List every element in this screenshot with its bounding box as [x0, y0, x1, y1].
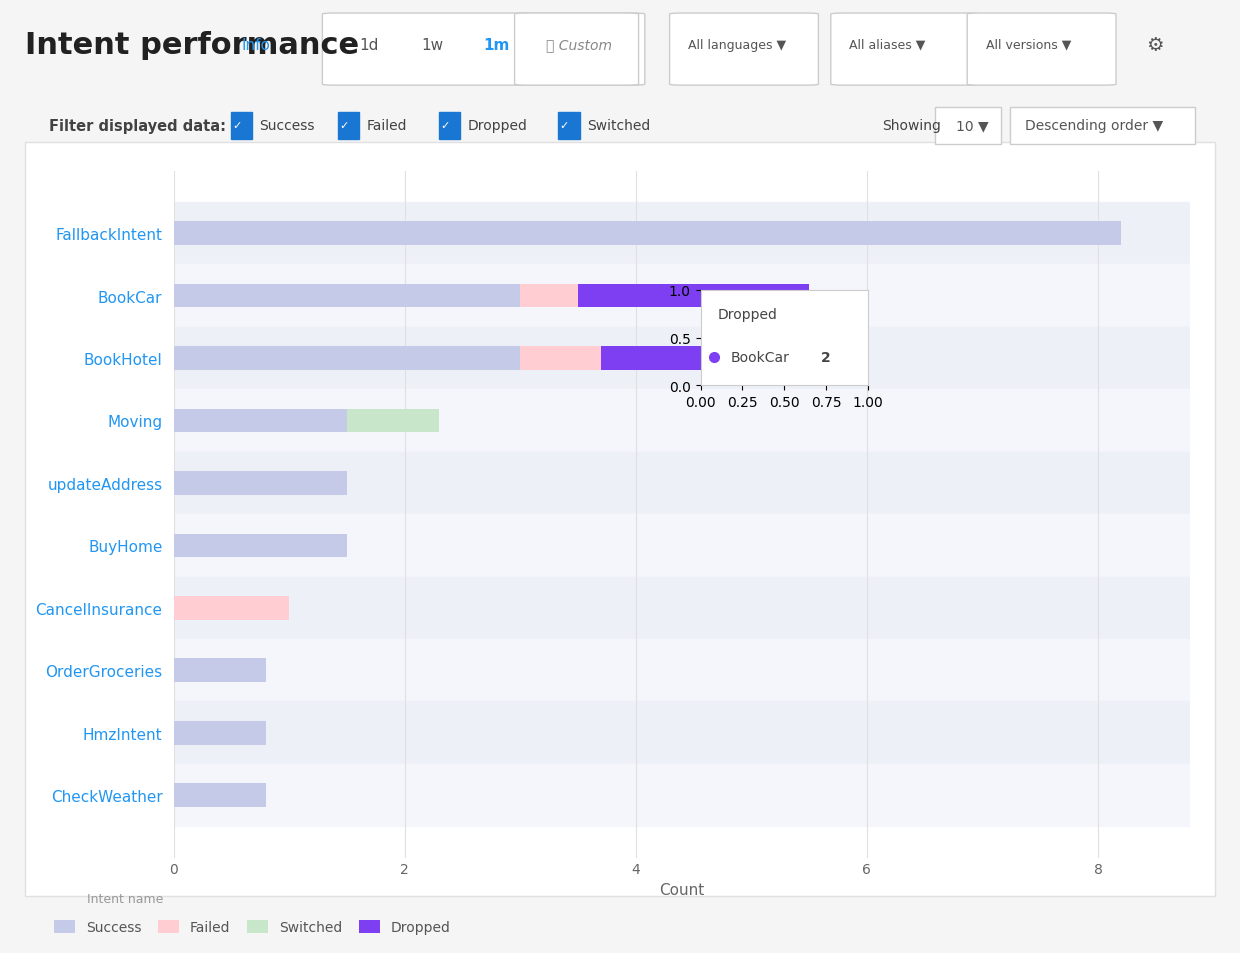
X-axis label: Count: Count	[660, 882, 704, 897]
Bar	[521, 284, 578, 308]
Text: Success: Success	[259, 119, 315, 133]
Bar	[115, 265, 1240, 328]
Bar	[174, 472, 347, 496]
FancyBboxPatch shape	[967, 14, 1116, 86]
Text: Dropped: Dropped	[467, 119, 527, 133]
Text: ✓: ✓	[440, 121, 450, 132]
Bar	[578, 284, 808, 308]
FancyBboxPatch shape	[1011, 108, 1195, 145]
Text: 📅 Custom: 📅 Custom	[546, 38, 611, 52]
FancyBboxPatch shape	[670, 14, 818, 86]
Bar	[174, 783, 267, 807]
FancyBboxPatch shape	[439, 113, 460, 139]
FancyBboxPatch shape	[322, 14, 645, 86]
Text: All aliases ▼: All aliases ▼	[849, 38, 926, 51]
Bar	[115, 203, 1240, 265]
Bar	[174, 347, 521, 371]
Bar	[174, 534, 347, 558]
Bar	[174, 721, 267, 745]
Text: 1m: 1m	[484, 37, 510, 52]
Bar	[601, 347, 740, 371]
Text: All versions ▼: All versions ▼	[986, 38, 1071, 51]
Text: Showing: Showing	[882, 119, 941, 133]
Bar	[115, 328, 1240, 390]
Text: Intent name: Intent name	[87, 892, 164, 905]
FancyBboxPatch shape	[231, 113, 252, 139]
Bar	[115, 577, 1240, 639]
Bar	[174, 222, 1121, 246]
Bar	[347, 409, 439, 433]
Text: 1d: 1d	[360, 37, 379, 52]
Text: Failed: Failed	[367, 119, 407, 133]
Text: 1w: 1w	[422, 37, 444, 52]
Bar	[115, 764, 1240, 826]
Bar	[115, 639, 1240, 701]
Text: ✓: ✓	[339, 121, 348, 132]
Text: Switched: Switched	[587, 119, 650, 133]
Text: ✓: ✓	[559, 121, 569, 132]
Text: All languages ▼: All languages ▼	[688, 38, 786, 51]
Bar	[115, 453, 1240, 515]
Bar	[115, 701, 1240, 764]
Text: Dropped: Dropped	[717, 308, 777, 321]
Text: 10 ▼: 10 ▼	[956, 119, 988, 133]
Legend: Success, Failed, Switched, Dropped: Success, Failed, Switched, Dropped	[48, 915, 456, 940]
FancyBboxPatch shape	[831, 14, 980, 86]
Text: 2: 2	[821, 351, 831, 364]
Bar	[115, 390, 1240, 453]
Bar	[521, 347, 601, 371]
FancyBboxPatch shape	[515, 14, 639, 86]
Text: Info: Info	[242, 37, 270, 52]
Bar	[174, 409, 347, 433]
FancyBboxPatch shape	[935, 108, 1001, 145]
Text: Filter displayed data:: Filter displayed data:	[48, 119, 226, 133]
Text: BookCar: BookCar	[730, 351, 790, 364]
FancyBboxPatch shape	[558, 113, 579, 139]
Text: Descending order ▼: Descending order ▼	[1024, 119, 1163, 133]
Bar	[174, 597, 289, 620]
Bar	[174, 284, 521, 308]
Text: Intent performance: Intent performance	[25, 30, 358, 59]
Bar	[174, 659, 267, 682]
Text: ✓: ✓	[232, 121, 242, 132]
Bar	[115, 515, 1240, 577]
FancyBboxPatch shape	[337, 113, 360, 139]
Text: ⚙: ⚙	[1146, 35, 1163, 54]
